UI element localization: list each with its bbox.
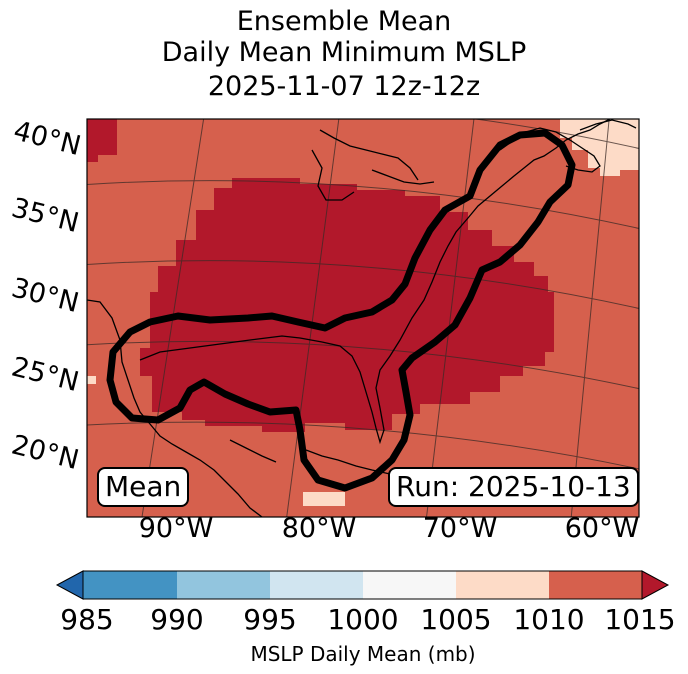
- colorbar-segment-995-1000: [270, 571, 363, 599]
- lon-label-90w: 90°W: [138, 513, 214, 544]
- run-date-box: Run: 2025-10-13: [388, 467, 639, 507]
- colorbar-tick-1000: 1000: [327, 603, 399, 636]
- colorbar-tick-1005: 1005: [420, 603, 492, 636]
- colorbar-label: MSLP Daily Mean (mb): [250, 642, 476, 666]
- colorbar-segment-990-995: [177, 571, 270, 599]
- lon-label-60w: 60°W: [564, 513, 640, 544]
- field-over-1015: [87, 119, 554, 432]
- contour-line: [106, 129, 576, 492]
- title-line-2: Daily Mean Minimum MSLP: [161, 37, 527, 68]
- colorbar-tick-1015: 1015: [604, 603, 676, 636]
- colorbar-tick-1010: 1010: [513, 603, 585, 636]
- title-line-1: Ensemble Mean: [236, 6, 452, 37]
- field-1005-1010-south: [303, 492, 345, 506]
- colorbar-tick-990: 990: [150, 603, 204, 636]
- title-line-3: 2025-11-07 12z-12z: [207, 71, 481, 102]
- colorbar-tick-985: 985: [60, 603, 114, 636]
- map-panel: [86, 118, 640, 518]
- colorbar-segment-1010-1015: [549, 571, 642, 599]
- lon-label-80w: 80°W: [281, 513, 357, 544]
- lon-label-70w: 70°W: [422, 513, 498, 544]
- mean-label-box: Mean: [97, 467, 190, 507]
- colorbar-over-arrow: [641, 570, 670, 600]
- colorbar-tick-995: 995: [243, 603, 297, 636]
- colorbar-segment-985-990: [83, 571, 177, 599]
- colorbar-under-arrow: [55, 570, 84, 600]
- colorbar-segment-1000-1005: [363, 571, 456, 599]
- field-1005-1010-west: [87, 376, 96, 384]
- colorbar-segment-1005-1010: [456, 571, 549, 599]
